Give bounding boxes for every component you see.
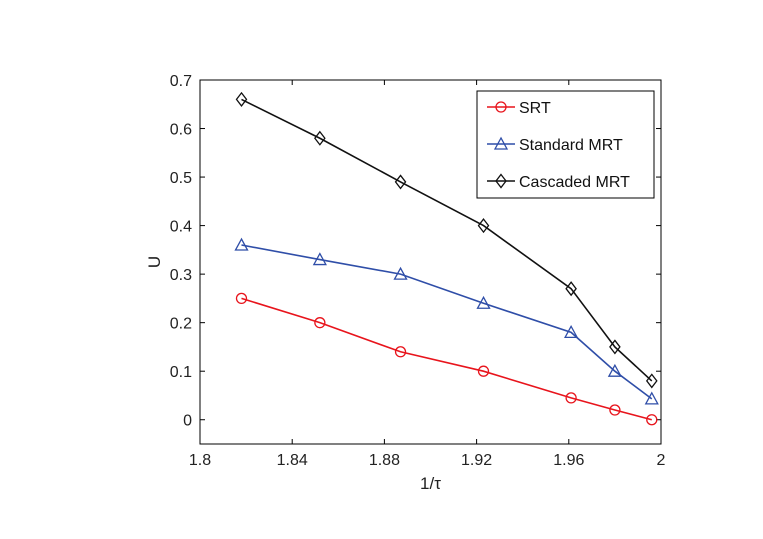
data-point-cascaded-mrt — [235, 91, 248, 107]
data-point-srt — [314, 317, 326, 329]
series-line-cascaded-mrt — [241, 98, 653, 382]
y-tick-label: 0.6 — [170, 122, 192, 139]
data-point-cascaded-mrt — [314, 130, 326, 146]
data-point-cascaded-mrt — [565, 281, 577, 297]
series-standard-mrt — [234, 237, 659, 405]
y-tick-label: 0.2 — [170, 316, 192, 333]
legend-label-srt: SRT — [519, 100, 551, 117]
series-cascaded-mrt — [235, 91, 658, 389]
data-point-srt — [565, 392, 577, 404]
data-point-standard-mrt — [644, 391, 659, 405]
series-line-srt — [241, 297, 652, 421]
series-line-standard-mrt — [241, 244, 653, 400]
x-axis-label: 1/τ — [420, 474, 441, 493]
series-srt — [235, 292, 658, 426]
legend-marker-cascaded-mrt — [495, 173, 507, 189]
data-point-standard-mrt — [607, 363, 622, 377]
data-point-srt — [646, 414, 658, 426]
y-axis-label: U — [145, 256, 164, 268]
y-tick-label: 0.3 — [170, 267, 192, 284]
plot-frame — [199, 79, 662, 445]
y-tick-label: 0.7 — [170, 73, 192, 90]
y-tick-label: 0.1 — [170, 364, 192, 381]
data-point-cascaded-mrt — [645, 373, 658, 389]
plot-area — [199, 79, 662, 445]
data-point-cascaded-mrt — [394, 174, 407, 190]
x-tick-label: 1.92 — [461, 452, 492, 469]
legend-label-standard-mrt: Standard MRT — [519, 137, 623, 154]
data-point-standard-mrt — [564, 325, 579, 339]
series-layer — [234, 91, 659, 426]
data-point-standard-mrt — [312, 252, 327, 266]
y-tick-label: 0.5 — [170, 170, 192, 187]
data-point-cascaded-mrt — [477, 218, 490, 234]
data-point-cascaded-mrt — [609, 339, 621, 355]
x-tick-label: 1.84 — [277, 452, 308, 469]
y-tick-label: 0 — [183, 413, 192, 430]
legend: SRT Standard MRT Cascaded MRT — [476, 90, 655, 199]
data-point-srt — [609, 404, 621, 416]
data-point-standard-mrt — [234, 237, 249, 251]
data-point-standard-mrt — [393, 266, 408, 280]
y-tick-label: 0.4 — [170, 219, 192, 236]
x-tick-label: 1.88 — [369, 452, 400, 469]
data-point-standard-mrt — [476, 295, 491, 309]
legend-label-cascaded-mrt: Cascaded MRT — [519, 174, 630, 191]
data-point-srt — [477, 365, 490, 377]
data-point-srt — [235, 292, 248, 305]
x-tick-label: 1.96 — [553, 452, 584, 469]
axis-ticks: 1.8 1.84 1.88 1.92 1.96 2 0 0.1 0.2 0.3 0.4 0.5 0.6 0… — [170, 73, 666, 469]
legend-marker-standard-mrt — [493, 136, 509, 150]
data-point-srt — [394, 346, 407, 358]
x-tick-label: 1.8 — [189, 452, 211, 469]
x-tick-label: 2 — [657, 452, 666, 469]
legend-marker-srt — [495, 101, 507, 113]
